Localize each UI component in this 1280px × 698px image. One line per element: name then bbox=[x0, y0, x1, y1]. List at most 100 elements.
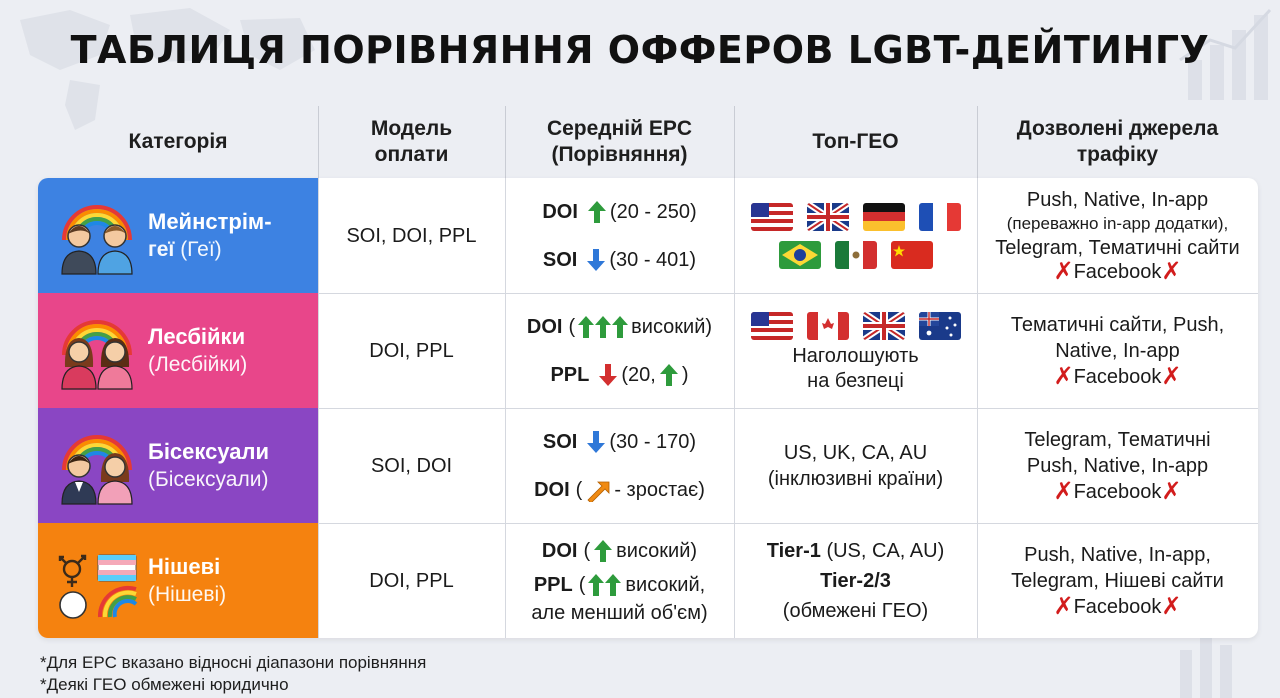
geo-tier: Tier-2/3 bbox=[820, 569, 891, 592]
epc-value: (20 - 250) bbox=[609, 200, 697, 223]
row-divider bbox=[318, 293, 1258, 294]
fr-flag-icon bbox=[918, 202, 961, 231]
cross-icon: ✗ bbox=[1053, 362, 1074, 390]
epc-value-continued: але менший об'єм) bbox=[531, 601, 708, 624]
geo-note: на безпеці bbox=[807, 369, 904, 392]
facebook-forbidden: ✗ Facebook ✗ bbox=[1053, 594, 1181, 620]
facebook-label: Facebook bbox=[1073, 480, 1162, 503]
cn-flag-icon bbox=[890, 240, 933, 269]
category-name: Бісексуали bbox=[148, 438, 270, 464]
sources-line: Push, Native, In-app, bbox=[1024, 543, 1211, 566]
sources-line: Telegram, Тематичні bbox=[1024, 428, 1211, 451]
geo-tier: Tier-1 bbox=[766, 539, 821, 562]
de-flag-icon bbox=[862, 202, 905, 231]
mx-flag-icon bbox=[834, 240, 877, 269]
br-flag-icon bbox=[778, 240, 821, 269]
epc-value: високий, bbox=[625, 573, 706, 596]
geo-cell: US, UK, CA, AU (інклюзивні країни) bbox=[734, 408, 977, 523]
header-sources-line2: трафіку bbox=[1076, 143, 1159, 166]
facebook-label: Facebook bbox=[1073, 365, 1162, 388]
category-name: Нішеві bbox=[148, 553, 221, 579]
facebook-forbidden: ✗ Facebook ✗ bbox=[1053, 259, 1181, 284]
epc-value: високий) bbox=[616, 539, 698, 562]
cross-icon: ✗ bbox=[1161, 362, 1182, 390]
sources-line: Telegram, Нішеві сайти bbox=[1011, 569, 1224, 592]
us-flag-icon bbox=[750, 202, 793, 231]
comparison-table: Мейнстрім- геї (Геї) SOI, DOI, PPL DOI (… bbox=[38, 178, 1258, 638]
category-name-second: геї bbox=[148, 237, 175, 261]
page-title: ТАБЛИЦЯ ПОРІВНЯННЯ ОФФЕРОВ LGBT-ДЕЙТИНГУ bbox=[70, 28, 1210, 72]
header-sources: Дозволені джерела трафіку bbox=[977, 106, 1258, 178]
sources-cell: Telegram, Тематичні Push, Native, In-app… bbox=[977, 408, 1258, 523]
epc-value: високий) bbox=[631, 315, 713, 338]
facebook-forbidden: ✗ Facebook ✗ bbox=[1053, 479, 1181, 505]
arrow-up-icon bbox=[587, 200, 606, 223]
ca-flag-icon bbox=[806, 311, 849, 340]
au-flag-icon bbox=[918, 311, 961, 340]
geo-line: (US, CA, AU) bbox=[826, 539, 945, 562]
header-epc: Середній EPC (Порівняння) bbox=[505, 106, 734, 178]
epc-cell: DOI( високий) PPL (20, ) bbox=[526, 315, 713, 386]
category-cell-niche: Нішеві (Нішеві) bbox=[38, 523, 318, 638]
row-divider bbox=[318, 408, 1258, 409]
arrow-down-red-icon bbox=[599, 363, 618, 386]
sources-line: Push, Native, In-app bbox=[1026, 454, 1209, 477]
category-sub: (Лесбійки) bbox=[148, 352, 248, 376]
two-men-rainbow-icon bbox=[61, 204, 133, 275]
arrow-up-icon bbox=[659, 363, 678, 386]
header-divider bbox=[318, 106, 319, 178]
epc-label: DOI bbox=[541, 539, 578, 562]
header-payment-line2: оплати bbox=[374, 143, 449, 166]
payment-cell: SOI, DOI, PPL bbox=[346, 224, 477, 247]
footnote: *Для EPC вказано відносні діапазони порі… bbox=[40, 653, 427, 672]
header-payment-line1: Модель bbox=[370, 117, 453, 140]
epc-label: SOI bbox=[542, 248, 578, 271]
row-divider bbox=[318, 523, 1258, 524]
header-geo: Топ-ГЕО bbox=[812, 130, 899, 153]
category-sub: (Нішеві) bbox=[148, 582, 227, 606]
cross-icon: ✗ bbox=[1161, 477, 1182, 505]
cross-icon: ✗ bbox=[1053, 592, 1074, 620]
geo-line: US, UK, CA, AU bbox=[783, 441, 928, 464]
sources-line: Native, In-app bbox=[1055, 339, 1180, 362]
cross-icon: ✗ bbox=[1161, 592, 1182, 620]
table-header: Категорія Модель оплати Середній EPC (По… bbox=[38, 106, 1258, 178]
epc-value: (30 - 401) bbox=[609, 248, 697, 271]
epc-value: - зростає) bbox=[614, 478, 705, 501]
category-name: Лесбійки bbox=[148, 323, 246, 349]
epc-value: (30 - 170) bbox=[609, 430, 697, 453]
sources-line: (переважно in-app додатки), bbox=[1006, 213, 1229, 233]
double-arrow-up-icon bbox=[588, 573, 622, 596]
us-flag-icon bbox=[750, 311, 793, 340]
epc-label: SOI bbox=[542, 430, 578, 453]
epc-label: PPL bbox=[533, 573, 573, 596]
table-row-niche: Нішеві (Нішеві) DOI, PPL DOI( високий) P… bbox=[38, 523, 1258, 638]
arrow-down-icon bbox=[587, 248, 606, 271]
header-category: Категорія bbox=[128, 130, 228, 153]
epc-cell: DOI (20 - 250) SOI (30 - 401) bbox=[505, 178, 734, 293]
facebook-label: Facebook bbox=[1073, 260, 1162, 283]
payment-cell: SOI, DOI bbox=[370, 454, 453, 477]
geo-line: (обмежені ГЕО) bbox=[782, 599, 929, 622]
geo-note: Наголошують bbox=[792, 344, 919, 367]
payment-cell: DOI, PPL bbox=[369, 339, 454, 362]
footnote: *Деякі ГЕО обмежені юридично bbox=[40, 675, 289, 694]
header-epc-line2: (Порівняння) bbox=[551, 143, 688, 166]
arrow-down-icon bbox=[587, 430, 606, 453]
category-sub: (Бісексуали) bbox=[148, 467, 269, 491]
sources-line: Push, Native, In-app bbox=[1026, 188, 1209, 211]
uk-flag-icon bbox=[862, 311, 905, 340]
table-row-lesbian: Лесбійки (Лесбійки) DOI, PPL DOI( високи… bbox=[38, 293, 1258, 408]
uk-flag-icon bbox=[806, 202, 849, 231]
epc-label: DOI bbox=[534, 478, 570, 501]
header-divider bbox=[505, 106, 506, 178]
epc-label: PPL bbox=[550, 363, 590, 386]
epc-cell: SOI (30 - 170) DOI( - зростає) bbox=[534, 430, 705, 502]
table-row-bisexual: Бісексуали (Бісексуали) SOI, DOI SOI (30… bbox=[38, 408, 1258, 523]
header-divider bbox=[734, 106, 735, 178]
header-sources-line1: Дозволені джерела bbox=[1016, 117, 1219, 140]
sources-line: Тематичні сайти, Push, bbox=[1010, 313, 1225, 336]
sources-line: Telegram, Тематичні сайти bbox=[995, 236, 1240, 259]
arrow-up-icon bbox=[594, 539, 613, 562]
cross-icon: ✗ bbox=[1053, 477, 1074, 505]
